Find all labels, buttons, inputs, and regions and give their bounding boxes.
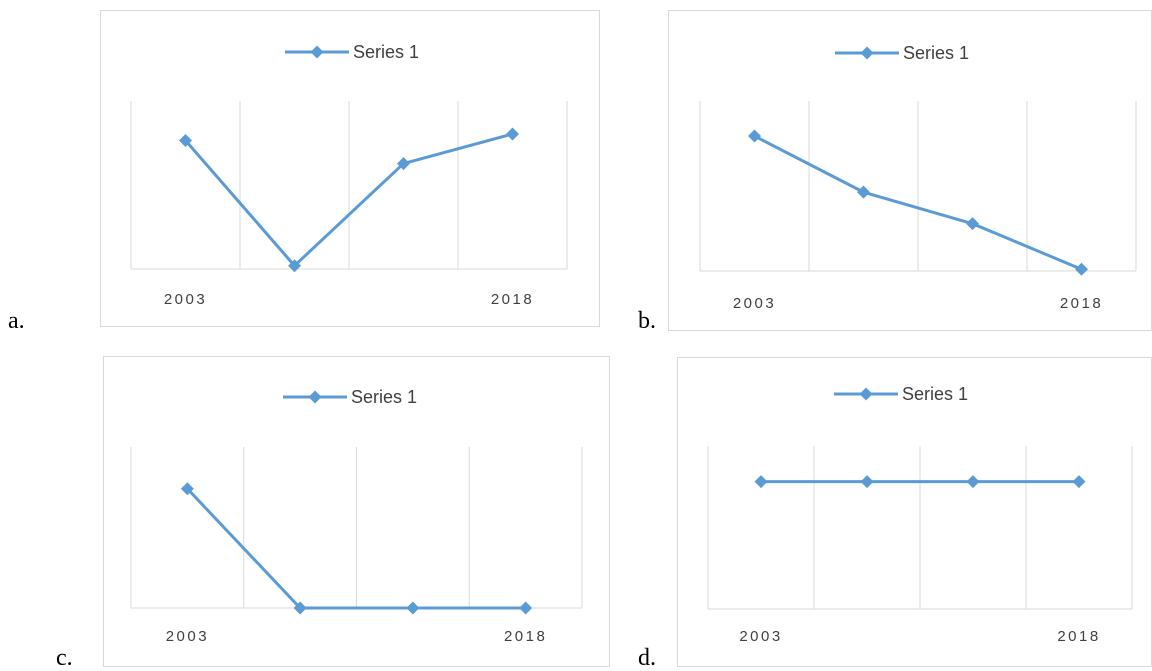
data-point bbox=[506, 127, 519, 141]
x-tick-label: 2018 bbox=[1060, 295, 1103, 312]
chart-c: Series 1 2003 2018 bbox=[103, 356, 610, 667]
chart-d-svg: Series 1 2003 2018 bbox=[707, 384, 1133, 645]
x-tick-label: 2018 bbox=[504, 628, 547, 645]
data-point bbox=[966, 475, 980, 489]
data-point bbox=[966, 217, 979, 231]
x-tick-label: 2018 bbox=[1057, 628, 1100, 645]
option-letter-c: c. bbox=[56, 645, 73, 671]
data-point bbox=[748, 129, 761, 143]
data-point bbox=[397, 157, 410, 171]
data-point bbox=[857, 185, 870, 199]
x-tick-label: 2003 bbox=[733, 295, 776, 312]
data-point bbox=[180, 482, 194, 496]
data-point bbox=[1072, 475, 1086, 489]
chart-b-svg: Series 1 2003 2018 bbox=[699, 43, 1137, 312]
legend-label: Series 1 bbox=[353, 42, 419, 62]
legend-marker bbox=[308, 390, 322, 404]
x-tick-label: 2003 bbox=[739, 628, 782, 645]
option-letter-b: b. bbox=[638, 308, 656, 334]
series-line bbox=[184, 132, 513, 268]
data-point bbox=[293, 601, 307, 615]
chart-a-svg: Series 1 2003 2018 bbox=[130, 42, 568, 308]
data-point bbox=[754, 475, 768, 489]
data-point bbox=[860, 475, 874, 489]
data-point bbox=[1075, 262, 1088, 276]
data-point bbox=[179, 134, 192, 148]
legend-marker bbox=[859, 387, 873, 401]
x-tick-label: 2003 bbox=[164, 291, 207, 308]
legend-label: Series 1 bbox=[902, 384, 968, 404]
series-line bbox=[753, 134, 1083, 271]
chart-c-svg: Series 1 2003 2018 bbox=[130, 387, 583, 645]
data-point bbox=[406, 601, 420, 615]
legend-label: Series 1 bbox=[351, 387, 417, 407]
x-tick-label: 2018 bbox=[491, 291, 534, 308]
legend-label: Series 1 bbox=[903, 43, 969, 63]
chart-a: Series 1 2003 2018 bbox=[100, 10, 600, 327]
option-letter-a: a. bbox=[8, 308, 25, 334]
legend-marker bbox=[860, 46, 874, 60]
chart-d: Series 1 2003 2018 bbox=[677, 357, 1152, 667]
option-letter-d: d. bbox=[638, 645, 656, 671]
chart-b: Series 1 2003 2018 bbox=[668, 10, 1152, 331]
legend-marker bbox=[310, 45, 324, 59]
data-point bbox=[288, 259, 301, 273]
x-tick-label: 2003 bbox=[166, 628, 209, 645]
series-line bbox=[186, 487, 526, 610]
data-point bbox=[519, 601, 533, 615]
